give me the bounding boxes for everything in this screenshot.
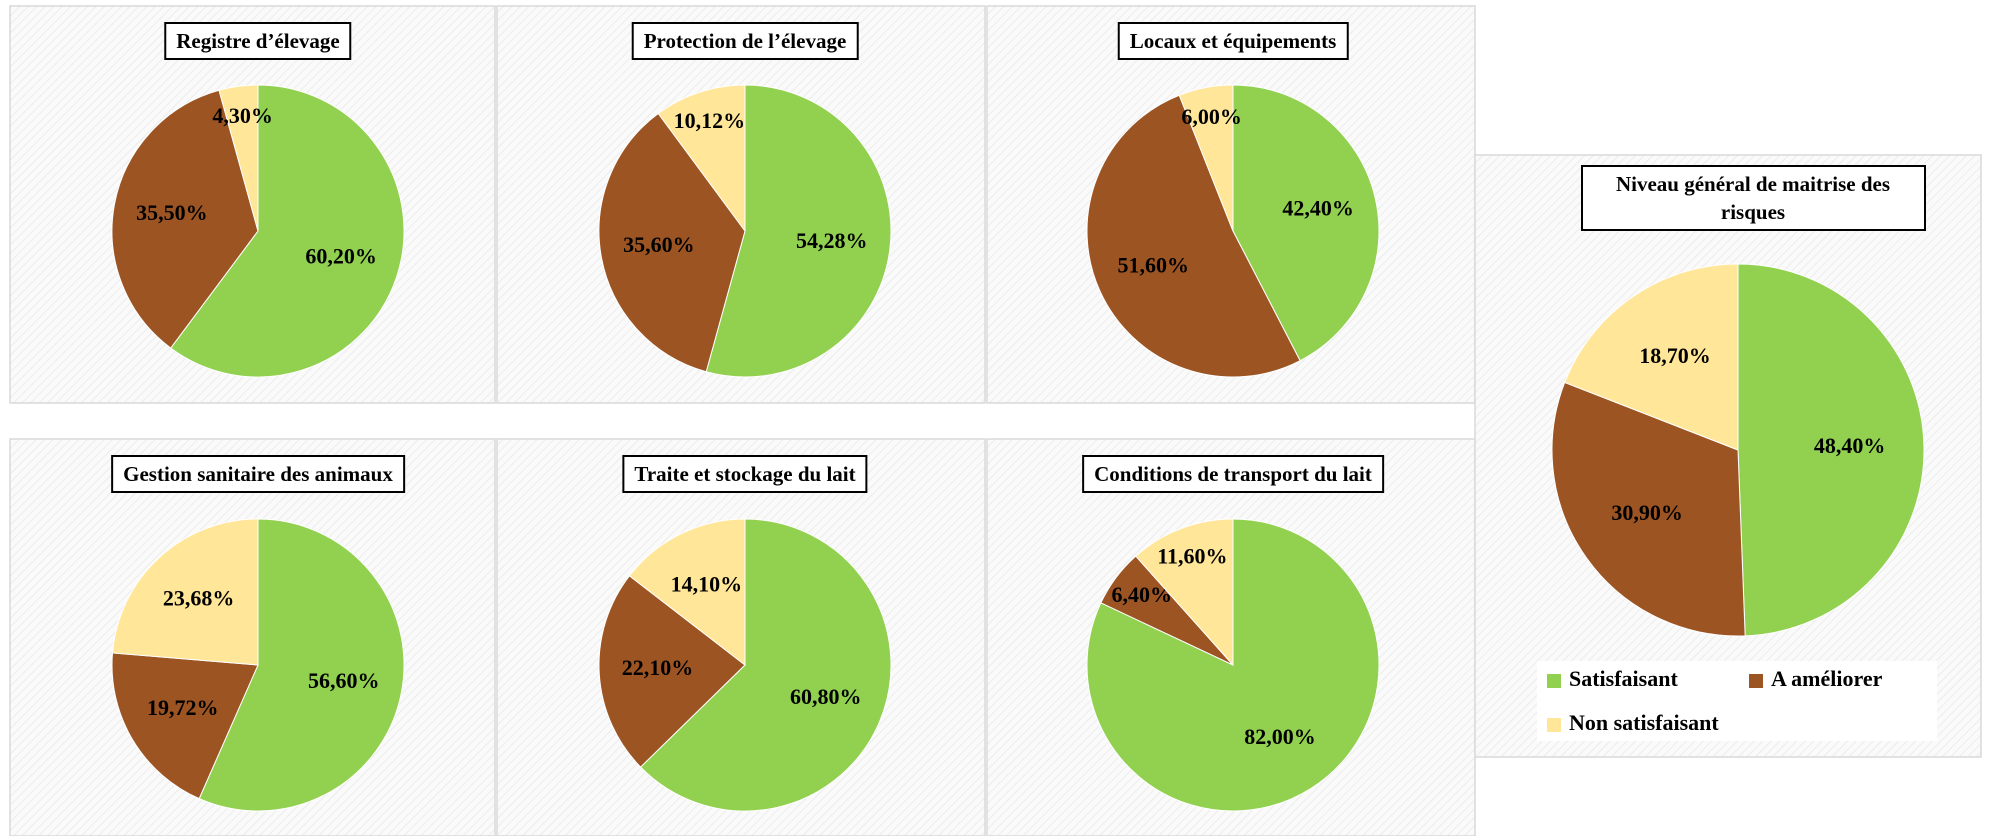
data-label: 11,60% [1157,544,1227,569]
data-label: 56,60% [308,668,380,693]
legend-swatch [1749,674,1763,688]
data-label: 10,12% [674,108,746,133]
data-label: 35,50% [136,200,208,225]
pie-slice [198,518,405,812]
legend-box [1537,661,1937,741]
pie-slice [218,84,259,232]
pie-slice [639,518,892,812]
data-label: 30,90% [1611,500,1683,525]
legend-swatch [1547,718,1561,732]
data-label: 6,40% [1111,582,1172,607]
data-label: 42,40% [1282,195,1354,220]
legend-swatch [1547,674,1561,688]
pie-slice [1737,263,1925,637]
chart-title: Registre d’élevage [164,22,352,60]
pie-slice [1135,518,1234,667]
chart-title: Traite et stockage du lait [622,455,868,493]
data-label: 60,20% [305,244,377,269]
data-label: 35,60% [623,232,695,257]
data-label: 4,30% [212,103,273,128]
data-label: 6,00% [1181,104,1242,129]
pie-slice [111,89,259,349]
pie-slice [598,575,746,768]
legend-label: A améliorer [1771,666,1883,691]
data-label: 14,10% [671,571,743,596]
pie-slice [111,652,259,800]
legend-label: Satisfaisant [1569,666,1678,691]
chart-title: Protection de l’élevage [631,22,859,60]
data-label: 22,10% [622,655,694,680]
data-label: 54,28% [796,228,868,253]
pie-slice [1564,263,1739,451]
chart-title: Conditions de transport du lait [1082,455,1384,493]
pie-slice [705,84,892,378]
pie-slice [170,84,405,378]
data-label: 19,72% [147,695,219,720]
chart-title: Locaux et équipements [1117,22,1349,60]
pie-slice [628,518,746,667]
pie-slice [111,518,259,666]
data-label: 51,60% [1118,252,1190,277]
legend-label: Non satisfaisant [1569,710,1719,735]
chart-title: Gestion sanitaire des animaux [111,455,405,493]
data-label: 48,40% [1814,433,1886,458]
pie-slice [1551,381,1746,637]
pie-slice [1086,94,1301,378]
data-label: 82,00% [1244,724,1316,749]
pie-slice [657,84,746,233]
data-label: 60,80% [790,684,862,709]
pie-slice [598,112,746,373]
chart-title: Niveau général de maitrise des risques [1580,165,1926,231]
pie-slice [1178,84,1234,232]
data-label: 23,68% [163,586,235,611]
data-label: 18,70% [1639,343,1711,368]
pie-slice [1232,84,1380,362]
